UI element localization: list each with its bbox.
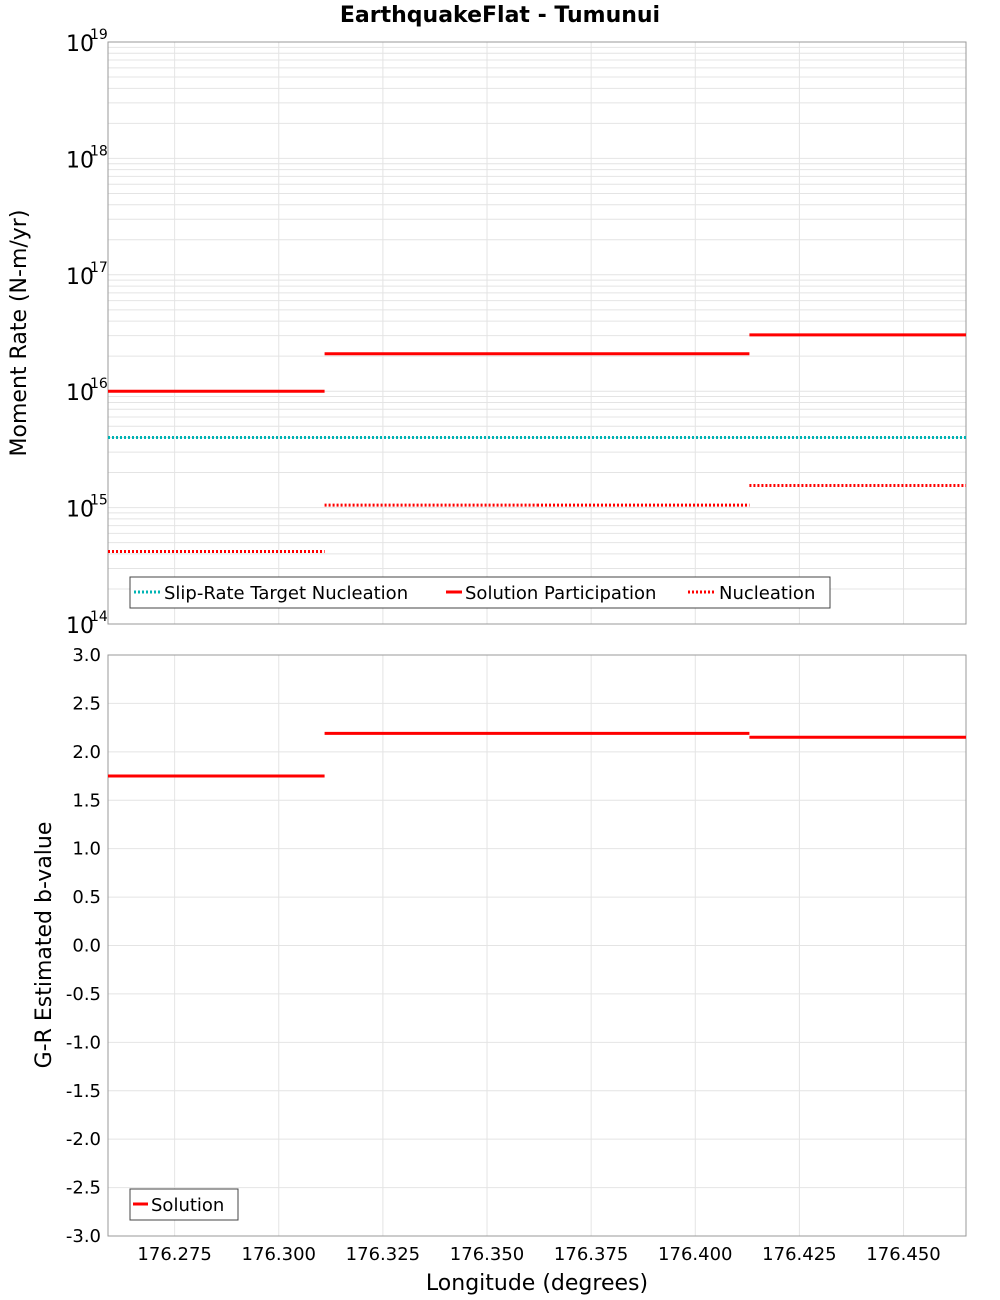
- y-tick-label: -2.5: [66, 1178, 101, 1199]
- x-axis-ticks: 176.275 176.300 176.325 176.350 176.375 176.4…: [137, 1244, 940, 1265]
- y-tick-label: -3.0: [66, 1226, 101, 1247]
- legend-label-slip-rate: Slip-Rate Target Nucleation: [164, 583, 408, 604]
- legend-label-solution-participation: Solution Participation: [465, 583, 656, 604]
- y-tick-exponent: 17: [90, 260, 108, 276]
- legend-label-solution: Solution: [151, 1195, 224, 1216]
- y-tick-label: 10: [66, 32, 94, 57]
- top-y-axis-label: Moment Rate (N-m/yr): [7, 210, 32, 457]
- y-tick-label: 2.5: [72, 693, 101, 714]
- y-tick-exponent: 19: [90, 27, 108, 43]
- chart-title: EarthquakeFlat - Tumunui: [340, 3, 660, 28]
- x-tick-label: 176.275: [137, 1244, 211, 1265]
- top-plot-area: [107, 41, 967, 625]
- bottom-y-axis-ticks: 3.0 2.5 2.0 1.5 1.0 0.5 0.0 -0.5 -1.0 -1.5 -2.0 -2.…: [66, 645, 101, 1247]
- y-tick-label: -2.0: [66, 1129, 101, 1150]
- y-tick-label: 10: [66, 265, 94, 290]
- top-series: [108, 333, 966, 553]
- y-tick-label: 10: [66, 381, 94, 406]
- top-legend: Slip-Rate Target Nucleation Solution Par…: [129, 576, 831, 609]
- x-tick-label: 176.325: [346, 1244, 420, 1265]
- bottom-series: [108, 731, 966, 778]
- y-tick-label: 10: [66, 148, 94, 173]
- x-tick-label: 176.350: [450, 1244, 524, 1265]
- y-tick-exponent: 18: [90, 143, 108, 159]
- y-tick-label: -0.5: [66, 984, 101, 1005]
- y-tick-label: 10: [66, 614, 94, 639]
- bottom-plot-grid: [108, 654, 966, 1237]
- bottom-y-axis-label: G-R Estimated b-value: [32, 822, 57, 1069]
- y-tick-exponent: 14: [90, 609, 108, 625]
- y-tick-label: 0.5: [72, 887, 101, 908]
- top-plot-grid: [108, 42, 966, 625]
- bottom-legend: Solution: [129, 1188, 239, 1221]
- y-tick-label: 1.0: [72, 839, 101, 860]
- legend-label-nucleation: Nucleation: [719, 583, 815, 604]
- y-tick-label: 2.0: [72, 742, 101, 763]
- y-tick-label: 0.0: [72, 936, 101, 957]
- x-tick-label: 176.375: [554, 1244, 628, 1265]
- y-tick-label: 1.5: [72, 790, 101, 811]
- y-tick-label: 10: [66, 498, 94, 523]
- x-tick-label: 176.450: [866, 1244, 940, 1265]
- y-tick-exponent: 16: [90, 376, 108, 392]
- y-tick-exponent: 15: [90, 493, 108, 509]
- x-tick-label: 176.400: [658, 1244, 732, 1265]
- x-tick-label: 176.425: [762, 1244, 836, 1265]
- y-tick-label: -1.5: [66, 1081, 101, 1102]
- x-tick-label: 176.300: [242, 1244, 316, 1265]
- x-axis-label: Longitude (degrees): [426, 1271, 648, 1296]
- y-tick-label: -1.0: [66, 1032, 101, 1053]
- bottom-plot-area: [107, 654, 967, 1237]
- y-tick-label: 3.0: [72, 645, 101, 666]
